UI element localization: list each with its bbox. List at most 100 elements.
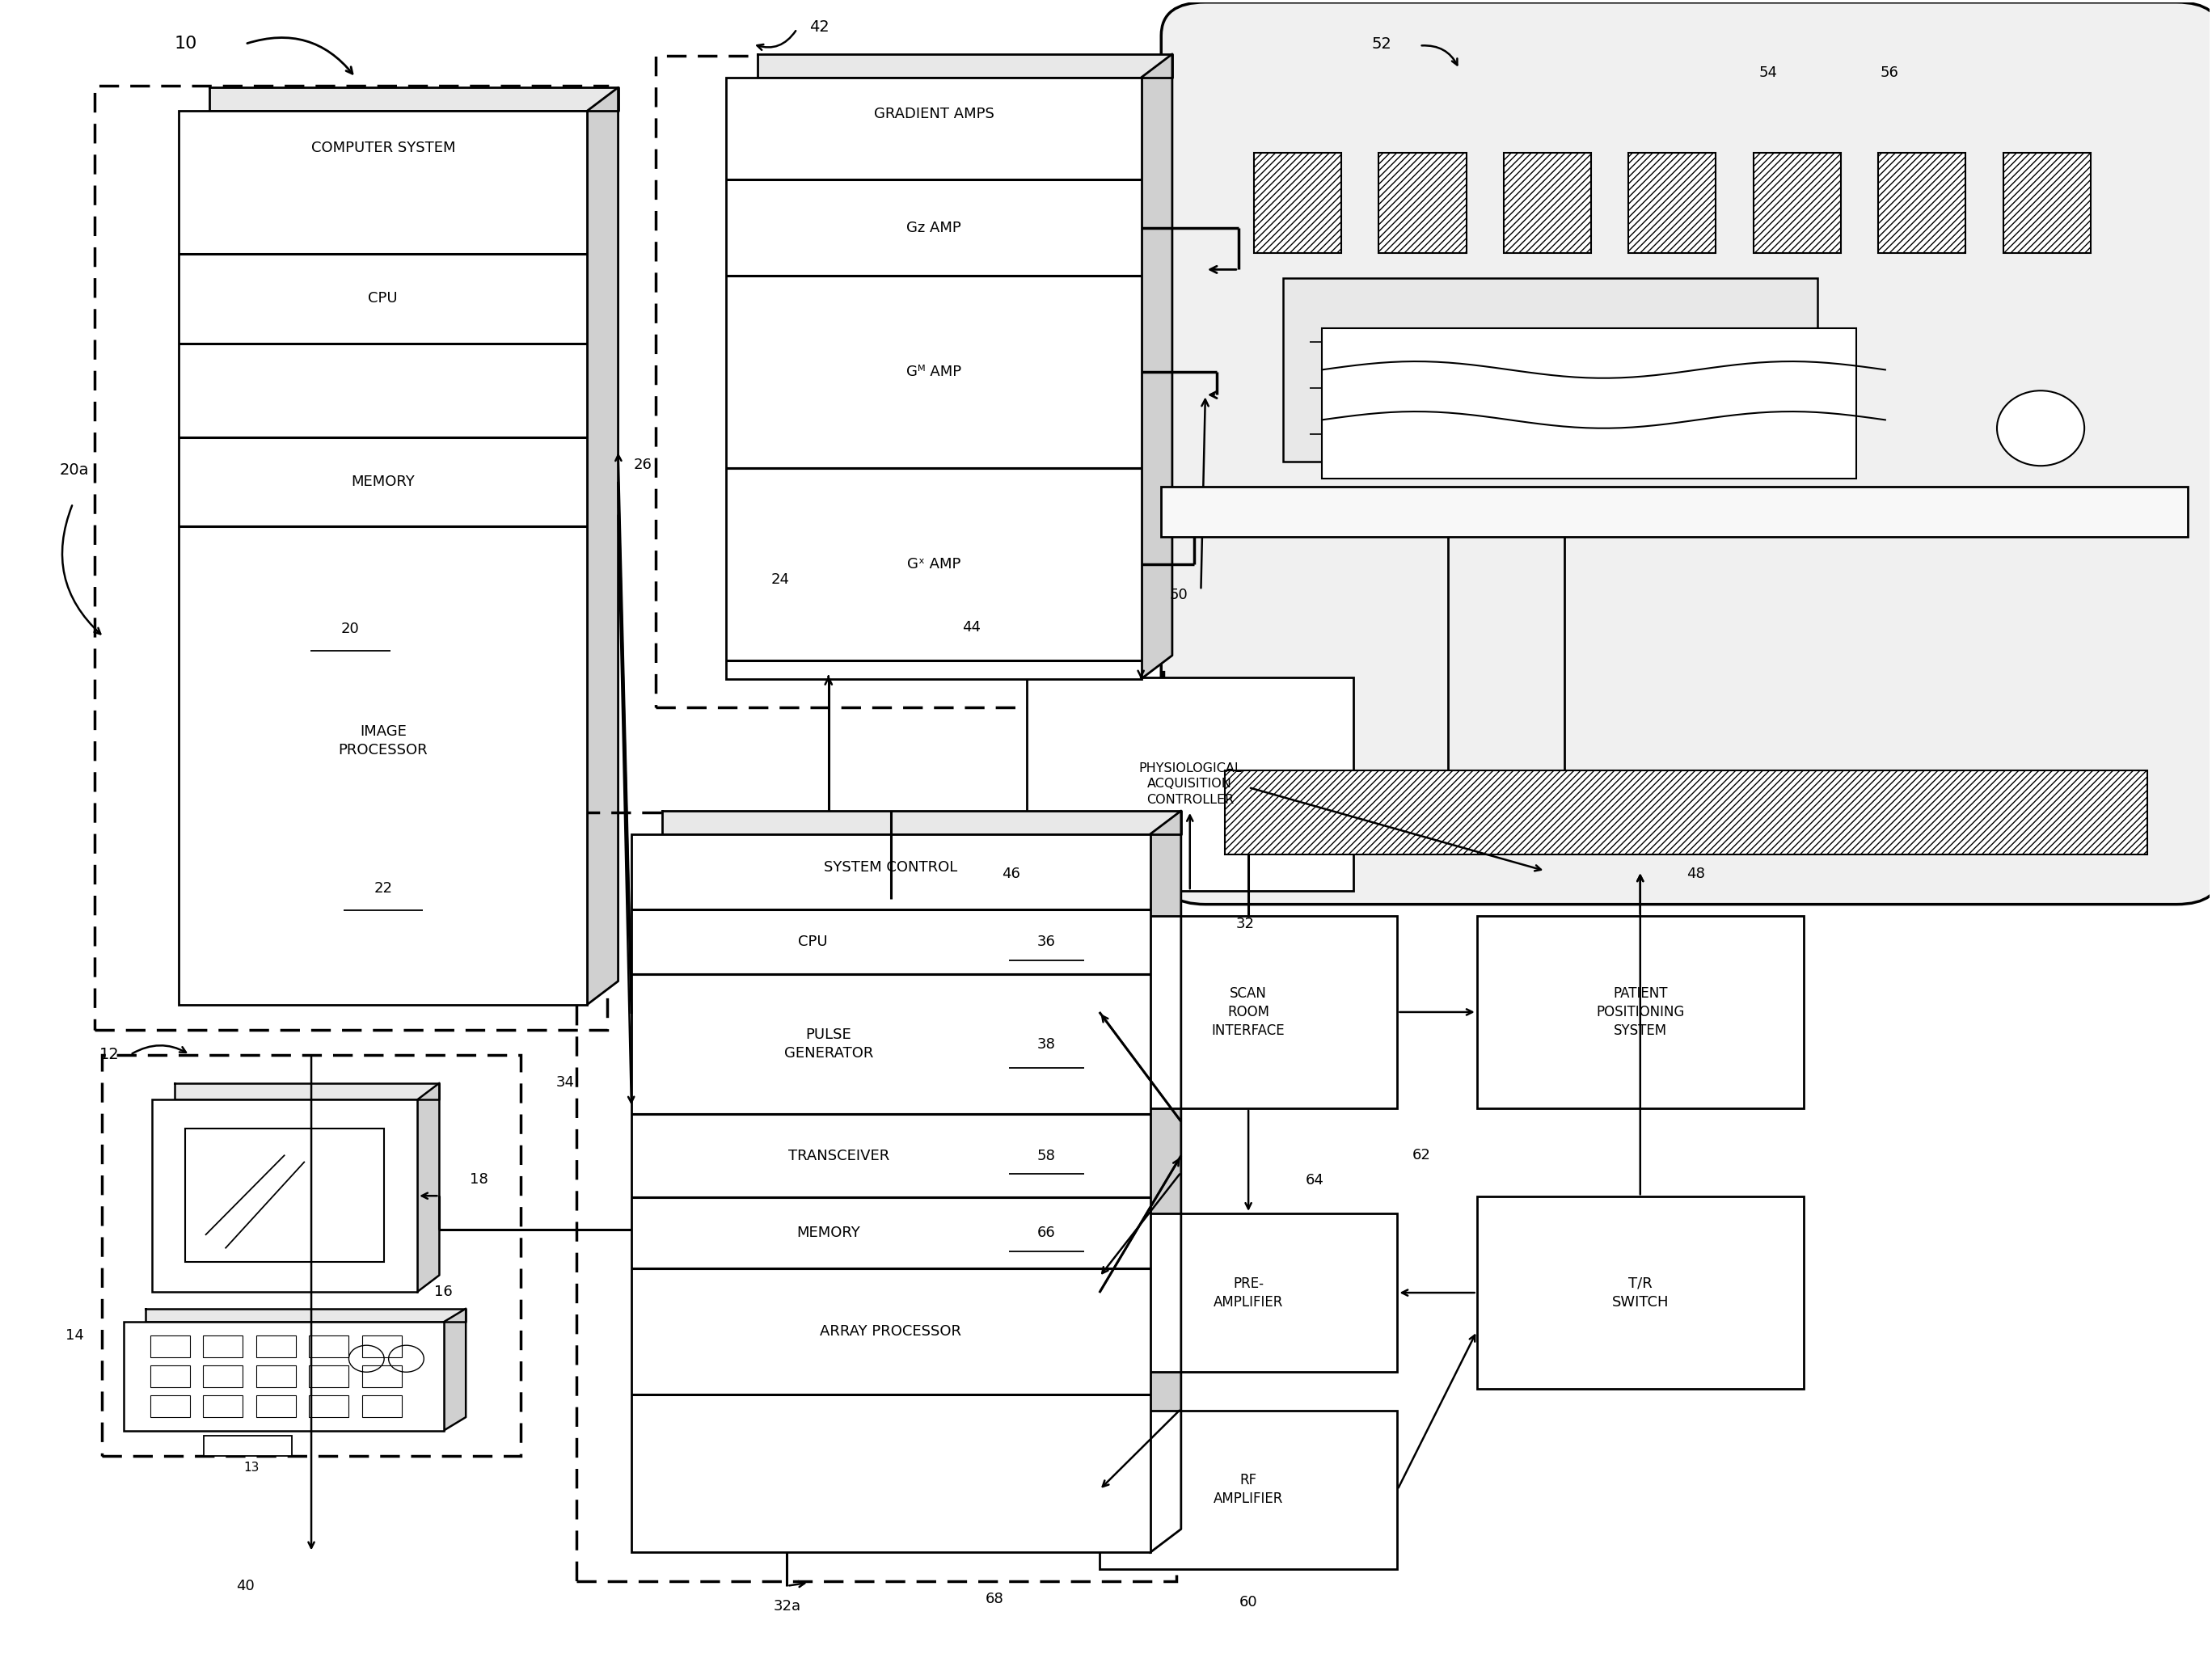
- Text: MEMORY: MEMORY: [352, 474, 416, 489]
- Bar: [1378, 152, 1467, 253]
- Text: 26: 26: [633, 457, 653, 472]
- Text: SCAN
ROOM
INTERFACE: SCAN ROOM INTERFACE: [1212, 987, 1285, 1038]
- Text: MEMORY: MEMORY: [796, 1226, 860, 1240]
- Bar: [310, 1365, 349, 1387]
- Bar: [204, 1395, 243, 1417]
- Bar: [1878, 152, 1966, 253]
- Text: 48: 48: [1686, 868, 1705, 881]
- Bar: [1504, 152, 1590, 253]
- Bar: [1283, 278, 1818, 462]
- Text: 16: 16: [434, 1285, 453, 1300]
- Bar: [1099, 1213, 1398, 1372]
- Polygon shape: [146, 1308, 467, 1322]
- Polygon shape: [1141, 54, 1172, 678]
- Text: 62: 62: [1413, 1147, 1431, 1162]
- Text: Gˣ AMP: Gˣ AMP: [907, 558, 960, 571]
- Text: 20: 20: [341, 621, 361, 636]
- Bar: [630, 834, 1150, 1553]
- Bar: [204, 1335, 243, 1357]
- Text: 12: 12: [100, 1047, 119, 1062]
- Polygon shape: [445, 1308, 467, 1430]
- Bar: [1628, 152, 1717, 253]
- Bar: [204, 1365, 243, 1387]
- Text: 22: 22: [374, 881, 392, 896]
- Bar: [1323, 328, 1856, 479]
- Text: 56: 56: [1880, 65, 1898, 80]
- Bar: [1099, 916, 1398, 1109]
- Text: 54: 54: [1759, 65, 1778, 80]
- Text: PATIENT
POSITIONING
SYSTEM: PATIENT POSITIONING SYSTEM: [1597, 987, 1683, 1038]
- Text: 18: 18: [469, 1172, 489, 1186]
- Text: 60: 60: [1239, 1595, 1259, 1610]
- Bar: [150, 1395, 190, 1417]
- Text: GRADIENT AMPS: GRADIENT AMPS: [874, 107, 993, 122]
- Polygon shape: [175, 1084, 440, 1100]
- Bar: [363, 1365, 403, 1387]
- Bar: [153, 1100, 418, 1291]
- Bar: [124, 1322, 445, 1430]
- Bar: [186, 1129, 385, 1261]
- Bar: [1161, 487, 2188, 536]
- Text: 44: 44: [962, 620, 980, 635]
- Text: 66: 66: [1037, 1226, 1055, 1240]
- Text: T/R
SWITCH: T/R SWITCH: [1613, 1276, 1668, 1310]
- Bar: [257, 1365, 296, 1387]
- Text: 36: 36: [1037, 935, 1055, 950]
- Text: 50: 50: [1170, 588, 1188, 603]
- Text: CPU: CPU: [799, 935, 827, 950]
- Polygon shape: [210, 87, 617, 111]
- Text: 14: 14: [66, 1328, 84, 1343]
- Bar: [204, 1435, 292, 1456]
- Text: 58: 58: [1037, 1149, 1055, 1162]
- Text: RF
AMPLIFIER: RF AMPLIFIER: [1214, 1474, 1283, 1506]
- Bar: [1478, 916, 1803, 1109]
- Polygon shape: [661, 811, 1181, 834]
- Bar: [102, 1055, 522, 1456]
- Polygon shape: [757, 54, 1172, 77]
- Bar: [310, 1335, 349, 1357]
- Text: Gᴹ AMP: Gᴹ AMP: [907, 365, 962, 379]
- Bar: [1225, 770, 2148, 854]
- Bar: [1754, 152, 1840, 253]
- Text: PHYSIOLOGICAL
ACQUISITION
CONTROLLER: PHYSIOLOGICAL ACQUISITION CONTROLLER: [1139, 762, 1241, 806]
- Bar: [363, 1395, 403, 1417]
- Bar: [150, 1335, 190, 1357]
- Text: 24: 24: [770, 573, 790, 586]
- Text: 68: 68: [984, 1591, 1004, 1606]
- Text: 64: 64: [1305, 1172, 1323, 1188]
- Text: PRE-
AMPLIFIER: PRE- AMPLIFIER: [1214, 1276, 1283, 1310]
- Text: 32: 32: [1237, 918, 1254, 931]
- Text: TRANSCEIVER: TRANSCEIVER: [787, 1149, 889, 1162]
- Bar: [310, 1395, 349, 1417]
- Text: ARRAY PROCESSOR: ARRAY PROCESSOR: [821, 1325, 962, 1338]
- Text: CPU: CPU: [367, 291, 398, 307]
- Text: 46: 46: [1002, 868, 1020, 881]
- Text: 34: 34: [555, 1075, 575, 1089]
- Text: SYSTEM CONTROL: SYSTEM CONTROL: [823, 861, 958, 874]
- Bar: [95, 85, 606, 1030]
- Bar: [1478, 1196, 1803, 1389]
- Bar: [726, 77, 1141, 678]
- Text: 40: 40: [237, 1578, 254, 1593]
- Text: 20a: 20a: [60, 462, 88, 477]
- Text: 52: 52: [1371, 37, 1391, 52]
- Ellipse shape: [1997, 390, 2084, 466]
- Text: 32a: 32a: [774, 1598, 801, 1613]
- Bar: [363, 1335, 403, 1357]
- Bar: [179, 111, 586, 1005]
- FancyBboxPatch shape: [1161, 2, 2212, 904]
- Text: 42: 42: [810, 20, 830, 35]
- Text: 10: 10: [175, 35, 197, 52]
- Bar: [150, 1365, 190, 1387]
- Bar: [1026, 677, 1354, 891]
- Polygon shape: [586, 87, 617, 1005]
- Bar: [1099, 1410, 1398, 1569]
- Bar: [257, 1335, 296, 1357]
- Polygon shape: [418, 1084, 440, 1291]
- Text: 13: 13: [243, 1461, 259, 1474]
- Bar: [575, 812, 1177, 1581]
- Bar: [257, 1395, 296, 1417]
- Text: COMPUTER SYSTEM: COMPUTER SYSTEM: [312, 141, 456, 154]
- Bar: [655, 55, 1164, 707]
- Bar: [2004, 152, 2090, 253]
